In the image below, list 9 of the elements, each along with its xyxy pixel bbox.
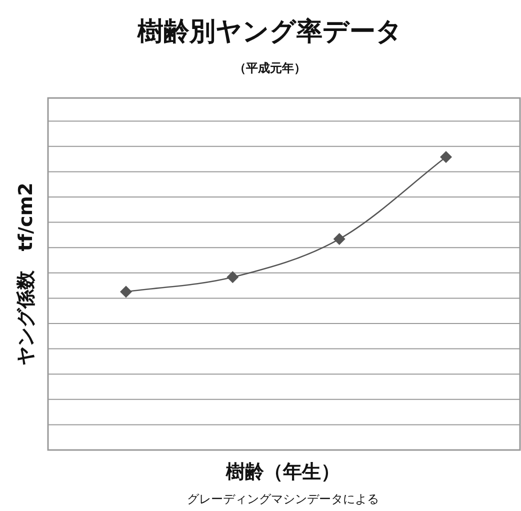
point [226,271,239,284]
text: グレーディングマシンデータによる [187,492,379,506]
chart-subtitle: （平成元年） [234,61,306,75]
x-axis-title: 樹齢（年生） [225,461,340,483]
point [120,286,132,298]
point [333,233,346,246]
y-axis-title: ヤング係数 tf/cm2 [15,182,37,366]
point [440,151,452,163]
chart-title: 樹齢別ヤング率データ [136,17,402,47]
